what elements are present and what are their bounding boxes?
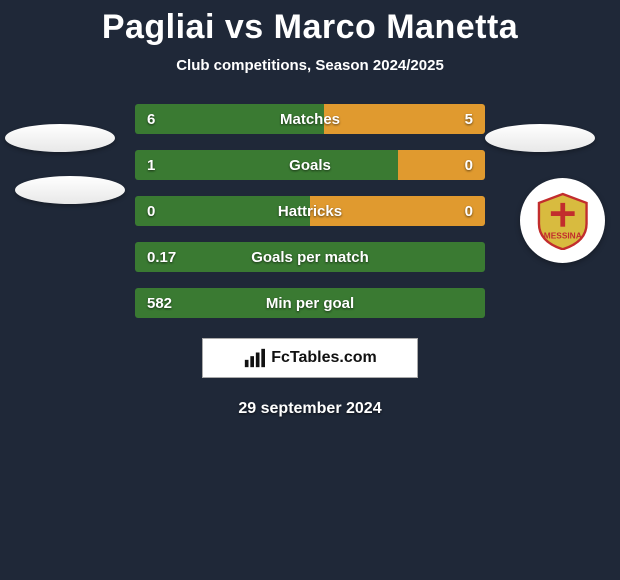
bar-right-value: 0 xyxy=(453,150,485,180)
bar-row: Hattricks0 0 xyxy=(135,196,485,226)
player-avatar-right-1 xyxy=(485,124,595,152)
bar-label: Min per goal xyxy=(135,288,485,318)
page-title: Pagliai vs Marco Manetta xyxy=(0,8,620,47)
bar-right-value xyxy=(461,288,485,318)
bar-left-value: 1 xyxy=(135,150,167,180)
shield-icon: MESSINA xyxy=(533,191,593,251)
bar-right-value: 0 xyxy=(453,196,485,226)
comparison-card: Pagliai vs Marco Manetta Club competitio… xyxy=(0,0,620,580)
bar-row: Min per goal582 xyxy=(135,288,485,318)
bar-left-value: 0.17 xyxy=(135,242,188,272)
brand-watermark: FcTables.com xyxy=(202,338,418,378)
svg-text:MESSINA: MESSINA xyxy=(544,230,582,240)
date-text: 29 september 2024 xyxy=(0,400,620,418)
bar-left-value: 0 xyxy=(135,196,167,226)
player-avatar-left-1 xyxy=(5,124,115,152)
bar-label: Goals xyxy=(135,150,485,180)
bar-row: Matches6 5 xyxy=(135,104,485,134)
subtitle: Club competitions, Season 2024/2025 xyxy=(0,57,620,74)
brand-text: FcTables.com xyxy=(271,349,377,367)
bar-right-value: 5 xyxy=(453,104,485,134)
bar-left-value: 582 xyxy=(135,288,184,318)
comparison-bars: Matches65Goals10Hattricks00Goals per mat… xyxy=(135,104,485,318)
bar-row: Goals per match0.17 xyxy=(135,242,485,272)
bar-row: Goals1 0 xyxy=(135,150,485,180)
club-logo-right: MESSINA xyxy=(520,178,605,263)
player-avatar-left-2 xyxy=(15,176,125,204)
bar-label: Hattricks xyxy=(135,196,485,226)
bar-label: Matches xyxy=(135,104,485,134)
bar-left-value: 6 xyxy=(135,104,167,134)
bar-chart-icon xyxy=(243,347,265,369)
bar-right-value xyxy=(461,242,485,272)
